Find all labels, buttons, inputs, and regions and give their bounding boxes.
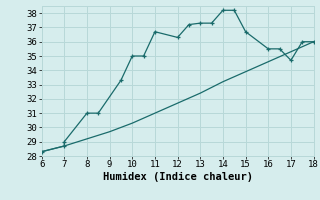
X-axis label: Humidex (Indice chaleur): Humidex (Indice chaleur) <box>103 172 252 182</box>
